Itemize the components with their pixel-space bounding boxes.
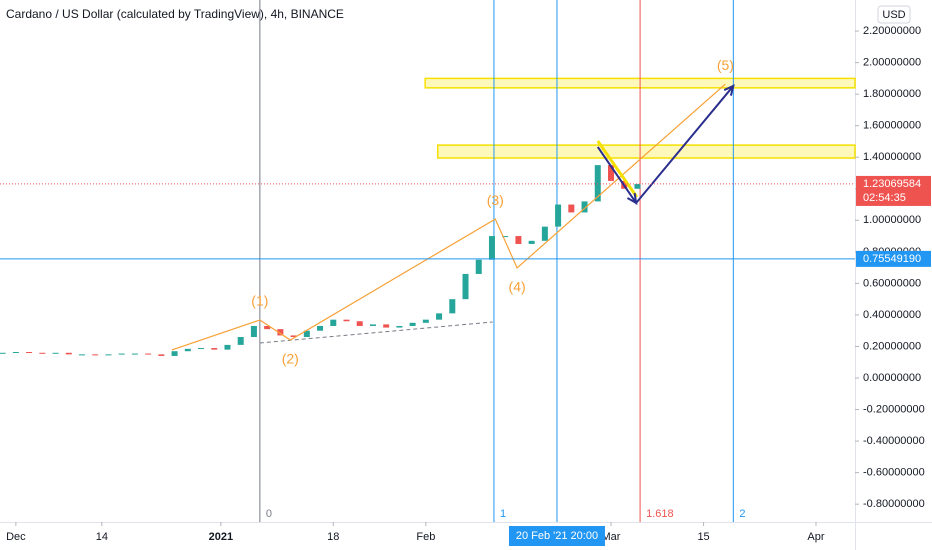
candle [475, 259, 482, 274]
candle [65, 352, 72, 355]
candle [26, 351, 33, 353]
candle [290, 335, 297, 338]
y-tick-label: 1.40000000 [863, 151, 921, 163]
plot-area [0, 0, 856, 522]
arrowhead [626, 192, 638, 205]
fib-time-label: 1 [500, 508, 506, 520]
y-tick-label: 0.00000000 [863, 372, 921, 384]
candle [224, 344, 231, 350]
candle [171, 351, 178, 356]
x-tick-label: 15 [697, 531, 709, 543]
candle [12, 351, 19, 353]
x-tick-label: 2021 [209, 531, 233, 543]
x-tick-label: 18 [327, 531, 339, 543]
candle [449, 299, 456, 314]
candle [52, 352, 59, 354]
y-tick-label: 2.20000000 [863, 25, 921, 37]
candle [396, 325, 403, 328]
y-tick-label: 1.00000000 [863, 214, 921, 226]
wave-line [171, 83, 726, 351]
candle [237, 337, 244, 345]
candle [436, 313, 443, 320]
fib-time-label: 1.618 [646, 508, 674, 520]
price-label-box [856, 175, 931, 206]
x-tick-label: Dec [6, 531, 26, 543]
fib-time-label: 0 [266, 508, 272, 520]
y-tick-label: 0.60000000 [863, 277, 921, 289]
wedge-line [596, 140, 639, 198]
wave-label: (3) [487, 192, 504, 208]
wave-label: (4) [509, 279, 526, 295]
x-tick-label: Feb [416, 531, 435, 543]
candle [250, 325, 257, 338]
y-tick-label: 1.80000000 [863, 88, 921, 100]
target-zone [436, 144, 856, 159]
x-tick-label: Apr [807, 531, 824, 543]
candle [369, 324, 376, 326]
y-tick-label: 1.60000000 [863, 120, 921, 132]
candle [145, 353, 152, 355]
candle [541, 226, 548, 241]
price-timer: 02:54:35 [863, 192, 906, 204]
candle [356, 321, 363, 326]
candle [211, 348, 218, 350]
candle [594, 165, 601, 202]
candle [92, 354, 99, 356]
candle [105, 354, 112, 356]
y-tick-label: -0.40000000 [863, 435, 925, 447]
candle [581, 201, 588, 213]
candle [330, 319, 337, 326]
candle [264, 325, 271, 330]
candle [488, 236, 495, 260]
y-tick-label: 0.20000000 [863, 340, 921, 352]
candle [131, 353, 138, 355]
candle [277, 329, 284, 336]
candle [0, 352, 6, 354]
candle [634, 184, 641, 189]
candle [303, 330, 310, 338]
wave-label: (1) [251, 293, 268, 309]
candle [184, 348, 191, 352]
currency-label[interactable]: USD [882, 9, 905, 21]
candle [462, 273, 469, 300]
candle [555, 204, 562, 227]
crosshair-label-box [508, 526, 605, 546]
candle [118, 353, 125, 355]
candle [502, 236, 509, 238]
currency-button[interactable] [877, 5, 911, 24]
candle [383, 324, 390, 328]
chart-title: Cardano / US Dollar (calculated by Tradi… [6, 7, 344, 21]
candle [317, 325, 324, 331]
y-tick-label: -0.20000000 [863, 403, 925, 415]
wave-label: (5) [717, 57, 734, 73]
candle [39, 352, 46, 354]
candle [422, 319, 429, 323]
candle [198, 348, 205, 350]
y-tick-label: -0.80000000 [863, 498, 925, 510]
price-label: 0.75549190 [863, 253, 921, 265]
candle [409, 322, 416, 326]
x-tick-label: Mar [602, 531, 621, 543]
candle [528, 240, 535, 244]
fib-time-label: 2 [739, 508, 745, 520]
arrowhead [723, 84, 735, 96]
y-tick-label: 2.00000000 [863, 57, 921, 69]
candle [158, 354, 165, 356]
candle [78, 354, 85, 356]
y-tick-label: -0.60000000 [863, 467, 925, 479]
crosshair-label: 20 Feb '21 20:00 [516, 530, 598, 542]
candle [515, 236, 522, 244]
wave-label: (2) [282, 351, 299, 367]
candle [607, 165, 614, 181]
trend-line [259, 321, 493, 344]
candle [343, 319, 350, 322]
y-tick-label: 0.40000000 [863, 309, 921, 321]
price-label-box [856, 250, 931, 267]
x-tick-label: 14 [96, 531, 108, 543]
price-label: 1.23069584 [863, 178, 921, 190]
candle [568, 204, 575, 213]
